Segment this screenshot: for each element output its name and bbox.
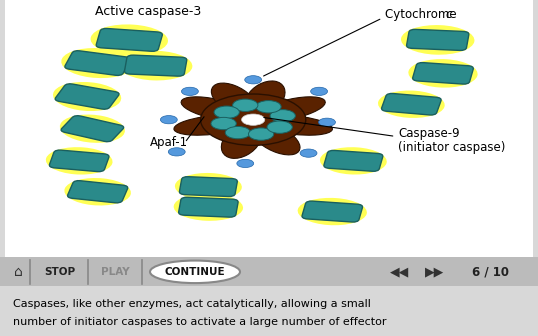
Text: 6 / 10: 6 / 10: [471, 265, 508, 278]
Text: STOP: STOP: [45, 267, 75, 277]
FancyBboxPatch shape: [55, 84, 119, 109]
Ellipse shape: [232, 99, 258, 112]
Ellipse shape: [181, 87, 199, 95]
Ellipse shape: [378, 90, 445, 118]
Ellipse shape: [65, 178, 131, 206]
Text: Active caspase-3: Active caspase-3: [95, 5, 201, 18]
Ellipse shape: [150, 260, 240, 283]
Ellipse shape: [201, 94, 306, 145]
FancyBboxPatch shape: [61, 116, 124, 142]
Text: Apaf-1: Apaf-1: [151, 136, 188, 149]
Ellipse shape: [221, 123, 262, 158]
Ellipse shape: [214, 106, 239, 118]
Ellipse shape: [175, 173, 242, 200]
Text: (initiator caspase): (initiator caspase): [398, 141, 506, 155]
Ellipse shape: [320, 147, 387, 174]
Ellipse shape: [181, 97, 247, 121]
Ellipse shape: [267, 121, 292, 133]
Text: ⌂: ⌂: [13, 265, 23, 279]
Ellipse shape: [225, 126, 251, 139]
FancyBboxPatch shape: [96, 29, 162, 51]
FancyBboxPatch shape: [407, 29, 469, 50]
Ellipse shape: [211, 117, 236, 130]
Ellipse shape: [270, 110, 295, 122]
Ellipse shape: [119, 51, 193, 80]
Ellipse shape: [401, 25, 475, 55]
FancyBboxPatch shape: [68, 181, 128, 203]
Ellipse shape: [310, 87, 328, 95]
Text: number of initiator caspases to activate a large number of effector: number of initiator caspases to activate…: [13, 317, 387, 327]
Text: c: c: [445, 8, 452, 20]
FancyBboxPatch shape: [413, 62, 473, 84]
Ellipse shape: [211, 83, 257, 117]
Ellipse shape: [260, 116, 332, 135]
FancyBboxPatch shape: [124, 55, 187, 76]
Ellipse shape: [259, 97, 325, 121]
FancyBboxPatch shape: [49, 150, 109, 172]
Ellipse shape: [318, 118, 335, 126]
Text: Cytochrome: Cytochrome: [385, 8, 461, 20]
FancyBboxPatch shape: [179, 197, 238, 217]
Ellipse shape: [174, 116, 246, 135]
Text: ▶▶: ▶▶: [426, 265, 444, 278]
Ellipse shape: [46, 147, 112, 175]
Ellipse shape: [61, 48, 134, 78]
Ellipse shape: [408, 59, 478, 88]
Ellipse shape: [237, 159, 254, 168]
Text: ◀◀: ◀◀: [391, 265, 409, 278]
Ellipse shape: [300, 149, 317, 157]
Ellipse shape: [245, 76, 261, 84]
FancyBboxPatch shape: [381, 93, 441, 115]
Ellipse shape: [90, 25, 168, 55]
FancyBboxPatch shape: [302, 201, 363, 222]
FancyBboxPatch shape: [180, 177, 237, 197]
Ellipse shape: [245, 81, 285, 116]
FancyBboxPatch shape: [324, 151, 383, 171]
Ellipse shape: [256, 100, 281, 113]
Ellipse shape: [242, 114, 265, 125]
FancyBboxPatch shape: [65, 51, 130, 75]
Text: PLAY: PLAY: [101, 267, 129, 277]
Ellipse shape: [160, 116, 177, 124]
Text: Caspases, like other enzymes, act catalytically, allowing a small: Caspases, like other enzymes, act cataly…: [13, 299, 371, 309]
Ellipse shape: [174, 194, 243, 221]
Ellipse shape: [53, 82, 121, 111]
Ellipse shape: [298, 198, 367, 225]
Ellipse shape: [249, 128, 274, 140]
Ellipse shape: [60, 115, 125, 143]
Ellipse shape: [168, 148, 185, 156]
Text: CONTINUE: CONTINUE: [165, 267, 225, 277]
Text: Caspase-9: Caspase-9: [398, 127, 460, 140]
Ellipse shape: [251, 122, 300, 155]
